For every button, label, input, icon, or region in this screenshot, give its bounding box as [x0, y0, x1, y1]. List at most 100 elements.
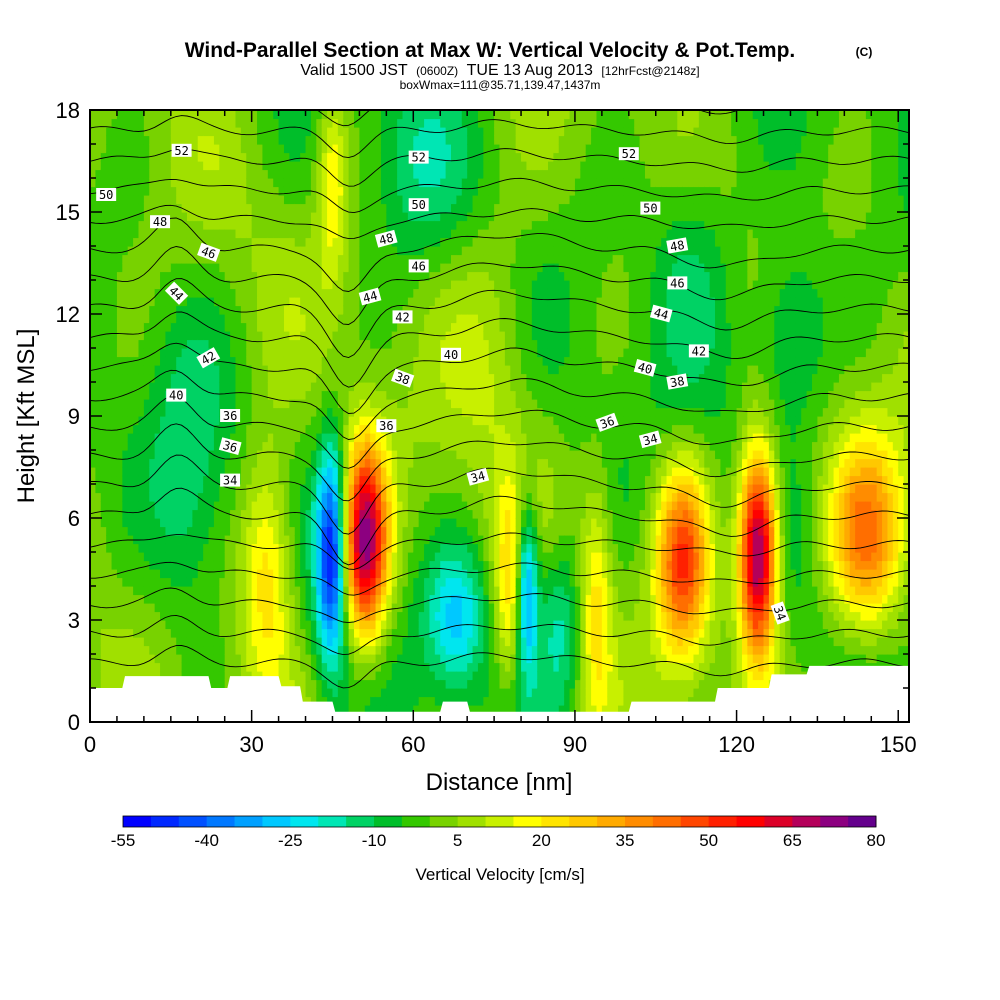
field-cell: [343, 314, 350, 324]
field-cell: [386, 662, 393, 672]
field-cell: [440, 152, 447, 162]
field-cell: [257, 467, 264, 477]
field-cell: [289, 280, 296, 290]
field-cell: [316, 620, 323, 630]
field-cell: [116, 348, 123, 358]
field-cell: [327, 288, 334, 298]
field-cell: [208, 611, 215, 621]
field-cell: [456, 169, 463, 179]
field-cell: [305, 271, 312, 281]
field-cell: [235, 637, 242, 647]
field-cell: [149, 467, 156, 477]
field-cell: [235, 220, 242, 230]
field-cell: [273, 441, 280, 451]
field-cell: [176, 178, 183, 188]
field-cell: [434, 526, 441, 536]
field-cell: [440, 645, 447, 655]
field-cell: [100, 118, 107, 128]
field-cell: [90, 603, 96, 613]
field-cell: [278, 628, 285, 638]
field-cell: [289, 535, 296, 545]
field-cell: [257, 458, 264, 468]
field-cell: [116, 671, 123, 681]
field-cell: [300, 416, 307, 426]
field-cell: [138, 467, 145, 477]
field-cell: [138, 169, 145, 179]
field-cell: [386, 152, 393, 162]
field-cell: [445, 645, 452, 655]
field-cell: [273, 229, 280, 239]
field-cell: [310, 526, 317, 536]
field-cell: [310, 552, 317, 562]
field-cell: [300, 118, 307, 128]
field-cell: [181, 314, 188, 324]
field-cell: [305, 118, 312, 128]
field-cell: [143, 492, 150, 502]
field-cell: [203, 212, 210, 222]
field-cell: [310, 110, 317, 120]
field-cell: [332, 365, 339, 375]
field-cell: [181, 509, 188, 519]
field-cell: [143, 501, 150, 511]
field-cell: [100, 441, 107, 451]
field-cell: [407, 679, 414, 689]
field-cell: [203, 152, 210, 162]
field-cell: [343, 186, 350, 196]
field-cell: [149, 186, 156, 196]
field-cell: [343, 331, 350, 341]
field-cell: [305, 348, 312, 358]
field-cell: [407, 271, 414, 281]
field-cell: [332, 127, 339, 137]
field-cell: [359, 382, 366, 392]
field-cell: [456, 152, 463, 162]
field-cell: [165, 535, 172, 545]
field-cell: [219, 611, 226, 621]
field-cell: [116, 637, 123, 647]
field-cell: [100, 577, 107, 587]
field-cell: [445, 297, 452, 307]
field-cell: [203, 288, 210, 298]
field-cell: [165, 569, 172, 579]
field-cell: [203, 560, 210, 570]
field-cell: [224, 118, 231, 128]
field-cell: [257, 424, 264, 434]
field-cell: [95, 280, 102, 290]
field-cell: [364, 492, 371, 502]
field-cell: [246, 637, 253, 647]
field-cell: [305, 424, 312, 434]
field-cell: [133, 492, 140, 502]
field-cell: [165, 526, 172, 536]
field-cell: [224, 339, 231, 349]
field-cell: [337, 186, 344, 196]
field-cell: [106, 399, 113, 409]
field-cell: [133, 467, 140, 477]
field-cell: [197, 254, 204, 264]
field-cell: [235, 365, 242, 375]
field-cell: [235, 577, 242, 587]
field-cell: [111, 552, 118, 562]
field-cell: [424, 603, 431, 613]
field-cell: [192, 356, 199, 366]
field-cell: [283, 348, 290, 358]
field-cell: [240, 526, 247, 536]
field-cell: [445, 288, 452, 298]
field-cell: [246, 382, 253, 392]
field-cell: [111, 237, 118, 247]
field-cell: [327, 246, 334, 256]
field-cell: [359, 620, 366, 630]
field-cell: [456, 492, 463, 502]
field-cell: [354, 390, 361, 400]
field-cell: [262, 671, 269, 681]
field-cell: [354, 620, 361, 630]
field-cell: [192, 331, 199, 341]
field-cell: [418, 705, 425, 715]
field-cell: [90, 373, 96, 383]
field-cell: [402, 679, 409, 689]
field-cell: [402, 356, 409, 366]
field-cell: [289, 518, 296, 528]
field-cell: [143, 382, 150, 392]
field-cell: [429, 382, 436, 392]
field-cell: [418, 416, 425, 426]
field-cell: [138, 560, 145, 570]
field-cell: [294, 135, 301, 145]
